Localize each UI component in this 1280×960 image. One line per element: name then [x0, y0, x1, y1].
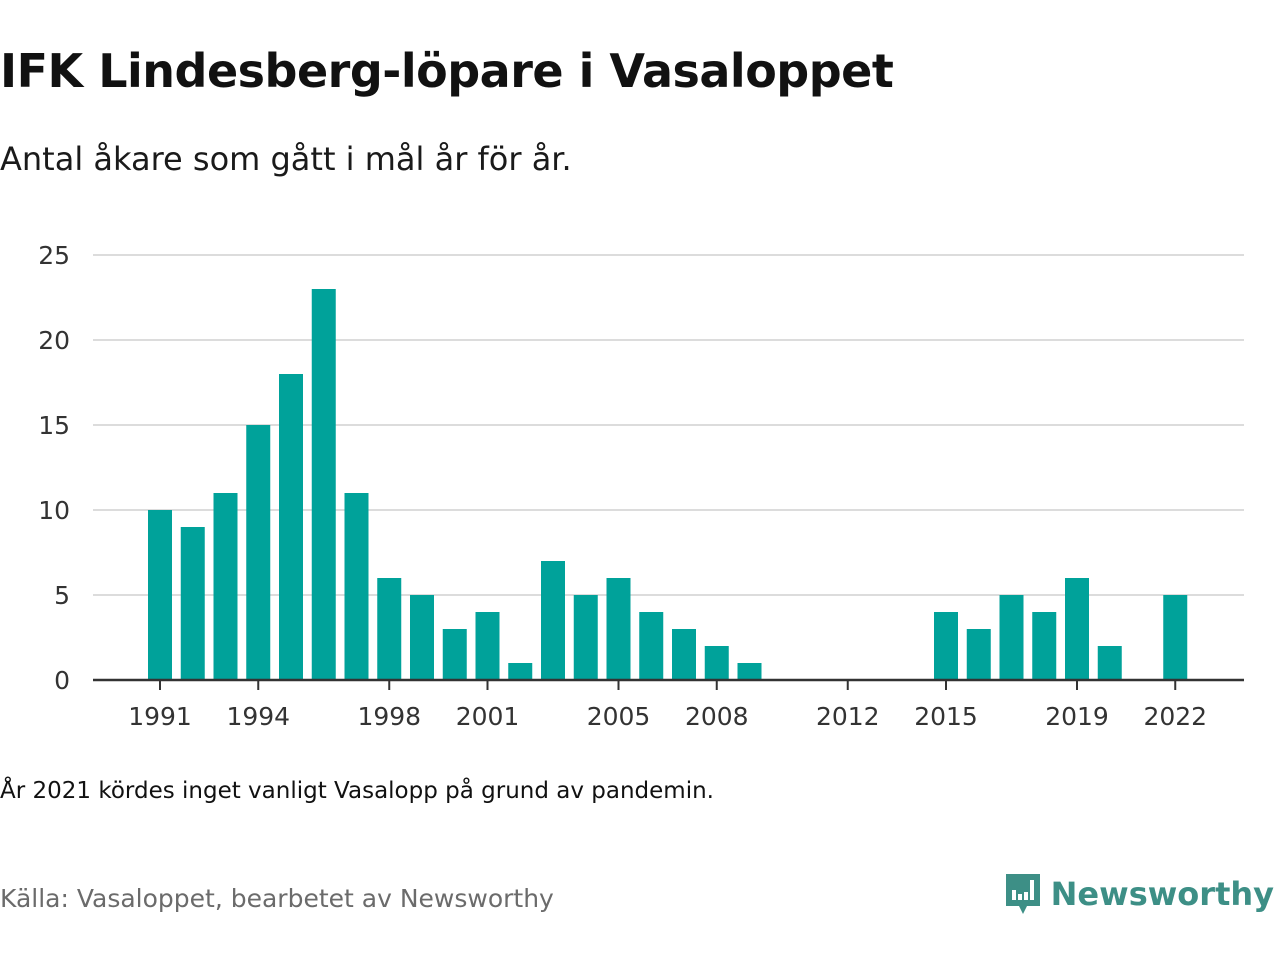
- bar-2022: [1163, 595, 1188, 680]
- bar-2017: [999, 595, 1024, 680]
- bar-2015: [934, 612, 958, 680]
- bar-1996: [311, 289, 336, 680]
- bar-1995: [279, 374, 303, 680]
- x-tick-label: 2001: [456, 702, 520, 730]
- bar-1998: [377, 578, 402, 680]
- bar-chart: 0 5 10 15 20 25 1991 1994 1998 2001 2005 2008 2012 20…: [38, 241, 1244, 730]
- brand-name: Newsworthy: [1050, 875, 1274, 913]
- y-tick-label: 25: [38, 241, 70, 270]
- x-tick-label: 2022: [1143, 702, 1207, 730]
- bar-2016: [966, 629, 991, 680]
- bar-2019: [1065, 578, 1089, 680]
- y-tick-label: 20: [38, 326, 70, 355]
- bar-2020: [1097, 646, 1122, 680]
- bar-1993: [213, 493, 238, 680]
- x-tick-label: 2005: [587, 702, 651, 730]
- bar-2005: [606, 578, 631, 680]
- chart-note: År 2021 kördes inget vanligt Vasalopp på…: [0, 778, 714, 804]
- x-tick-label: 2008: [685, 702, 749, 730]
- newsworthy-logo: Newsworthy: [1003, 870, 1274, 918]
- bar-2003: [541, 561, 565, 680]
- x-tick-label: 2015: [914, 702, 978, 730]
- bar-2018: [1032, 612, 1057, 680]
- chart-title: IFK Lindesberg-löpare i Vasaloppet: [0, 44, 894, 98]
- bar-2001: [475, 612, 500, 680]
- bar-1999: [410, 595, 434, 680]
- bar-2000: [442, 629, 467, 680]
- x-tick-label: 1994: [226, 702, 290, 730]
- bar-1991: [148, 510, 172, 680]
- bars: [148, 289, 1188, 680]
- tick-labels: 0 5 10 15 20 25 1991 1994 1998 2001 2005 2008 2012 20…: [38, 241, 1207, 730]
- y-tick-label: 5: [54, 581, 70, 610]
- y-tick-label: 10: [38, 496, 70, 525]
- bar-2006: [639, 612, 664, 680]
- x-axis: [93, 678, 1244, 690]
- bar-1994: [246, 425, 271, 680]
- bar-2002: [508, 663, 533, 680]
- bar-2004: [573, 595, 598, 680]
- newsworthy-logo-icon: [1005, 874, 1040, 914]
- bar-1992: [180, 527, 205, 680]
- bar-2009: [737, 663, 762, 680]
- x-tick-label: 2019: [1045, 702, 1109, 730]
- x-tick-label: 1998: [357, 702, 421, 730]
- y-tick-label: 15: [38, 411, 70, 440]
- x-tick-label: 2012: [816, 702, 880, 730]
- bar-2007: [672, 629, 696, 680]
- chart-subtitle: Antal åkare som gått i mål år för år.: [0, 140, 572, 178]
- source-credit: Källa: Vasaloppet, bearbetet av Newswort…: [0, 884, 554, 913]
- x-tick-label: 1991: [128, 702, 192, 730]
- bar-1997: [344, 493, 369, 680]
- y-tick-label: 0: [54, 666, 70, 695]
- bar-2008: [704, 646, 729, 680]
